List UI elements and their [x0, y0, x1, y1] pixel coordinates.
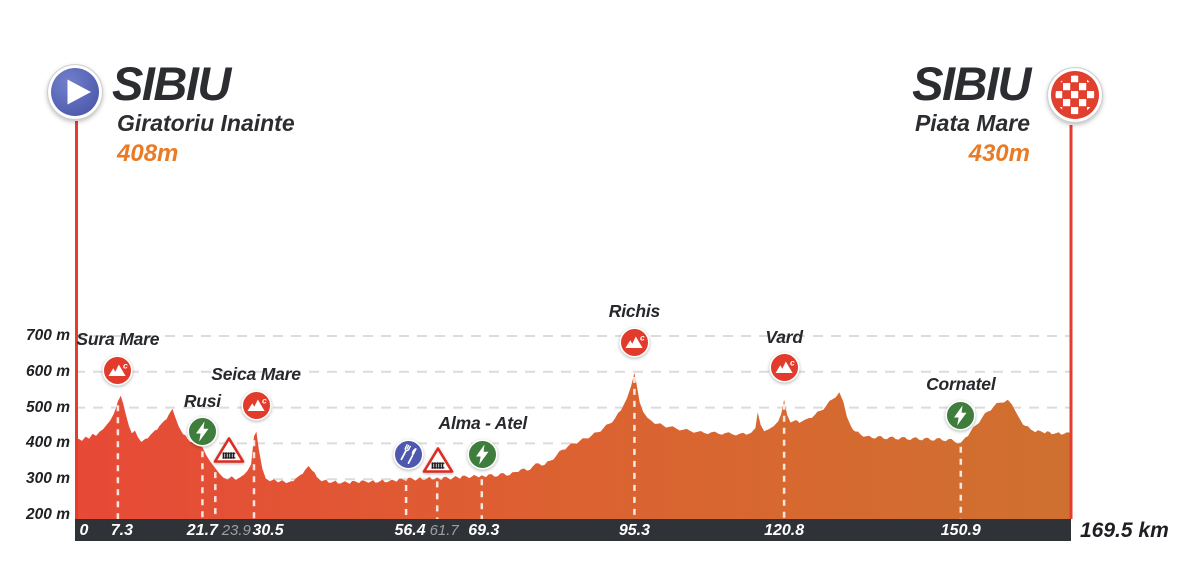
marker-label: Vard: [765, 326, 803, 347]
marker-label: Rusi: [183, 390, 221, 411]
start-location-subtitle: Giratoriu Inainte: [117, 110, 295, 136]
distance-tick-label: 23.9: [221, 522, 251, 539]
marker-climb: c: [102, 354, 133, 391]
climb-mountain-icon: c: [240, 389, 272, 421]
marker-climb: c: [240, 389, 272, 426]
finish-city-title: SIBIU: [912, 57, 1031, 110]
distance-tick-label: 21.7: [186, 522, 218, 539]
marker-label: Alma - Atel: [438, 413, 528, 434]
marker-sprint: [467, 439, 498, 475]
distance-tick-label: 150.9: [940, 522, 981, 539]
elevation-area: [75, 372, 1070, 530]
marker-railway: [212, 435, 246, 471]
svg-text:c: c: [640, 332, 645, 342]
marker-label: Cornatel: [926, 374, 996, 395]
start-elevation-value: 408m: [117, 140, 179, 167]
marker-climb: c: [619, 326, 650, 363]
marker-label: Seica Mare: [211, 364, 301, 385]
railway-crossing-icon: [213, 437, 245, 464]
distance-tick-label: 69.3: [468, 522, 500, 539]
start-city-title: SIBIU: [112, 57, 231, 110]
y-axis-label: 600 m: [26, 362, 70, 380]
marker-label: Sura Mare: [76, 329, 160, 349]
finish-location-subtitle: Piata Mare: [914, 110, 1030, 136]
railway-crossing-icon: [422, 447, 454, 474]
svg-text:c: c: [790, 358, 795, 368]
feed-zone-fork-knife-icon: [392, 439, 424, 470]
distance-tick-label: 7.3: [110, 522, 133, 539]
distance-tick-label: 56.4: [394, 522, 426, 539]
marker-climb: c: [769, 352, 800, 388]
distance-tick-label: 30.5: [252, 522, 284, 539]
svg-text:c: c: [262, 395, 267, 405]
checkered-flag-icon: [1047, 67, 1103, 123]
marker-feed: [392, 439, 424, 475]
sprint-lightning-icon: [467, 439, 498, 470]
climb-mountain-icon: c: [102, 354, 133, 386]
climb-mountain-icon: c: [769, 352, 800, 383]
finish-circle-checkered-icon: [1046, 66, 1104, 129]
y-axis-label: 700 m: [26, 327, 70, 344]
distance-tick-label: 95.3: [618, 522, 650, 539]
y-axis-label: 500 m: [26, 398, 70, 416]
marker-sprint: [945, 400, 976, 436]
y-axis-label: 200 m: [26, 506, 70, 523]
y-axis-label: 300 m: [26, 470, 70, 488]
sprint-lightning-icon: [187, 416, 218, 448]
marker-sprint: [187, 416, 218, 452]
total-distance-label: 169.5 km: [1080, 519, 1169, 542]
y-axis-label: 400 m: [26, 434, 70, 452]
distance-tick-label: 61.7: [429, 522, 459, 539]
marker-railway: [421, 445, 455, 481]
svg-text:c: c: [123, 360, 128, 370]
climb-mountain-icon: c: [619, 326, 650, 358]
start-circle-play-icon: [46, 63, 104, 126]
finish-elevation-value: 430m: [968, 140, 1030, 167]
sprint-lightning-icon: [945, 400, 976, 431]
marker-label: Richis: [608, 301, 661, 322]
distance-tick-label: 120.8: [764, 522, 805, 539]
distance-tick-label: 0: [79, 522, 89, 539]
distance-axis-bar: [75, 519, 1071, 541]
play-icon: [47, 64, 103, 120]
